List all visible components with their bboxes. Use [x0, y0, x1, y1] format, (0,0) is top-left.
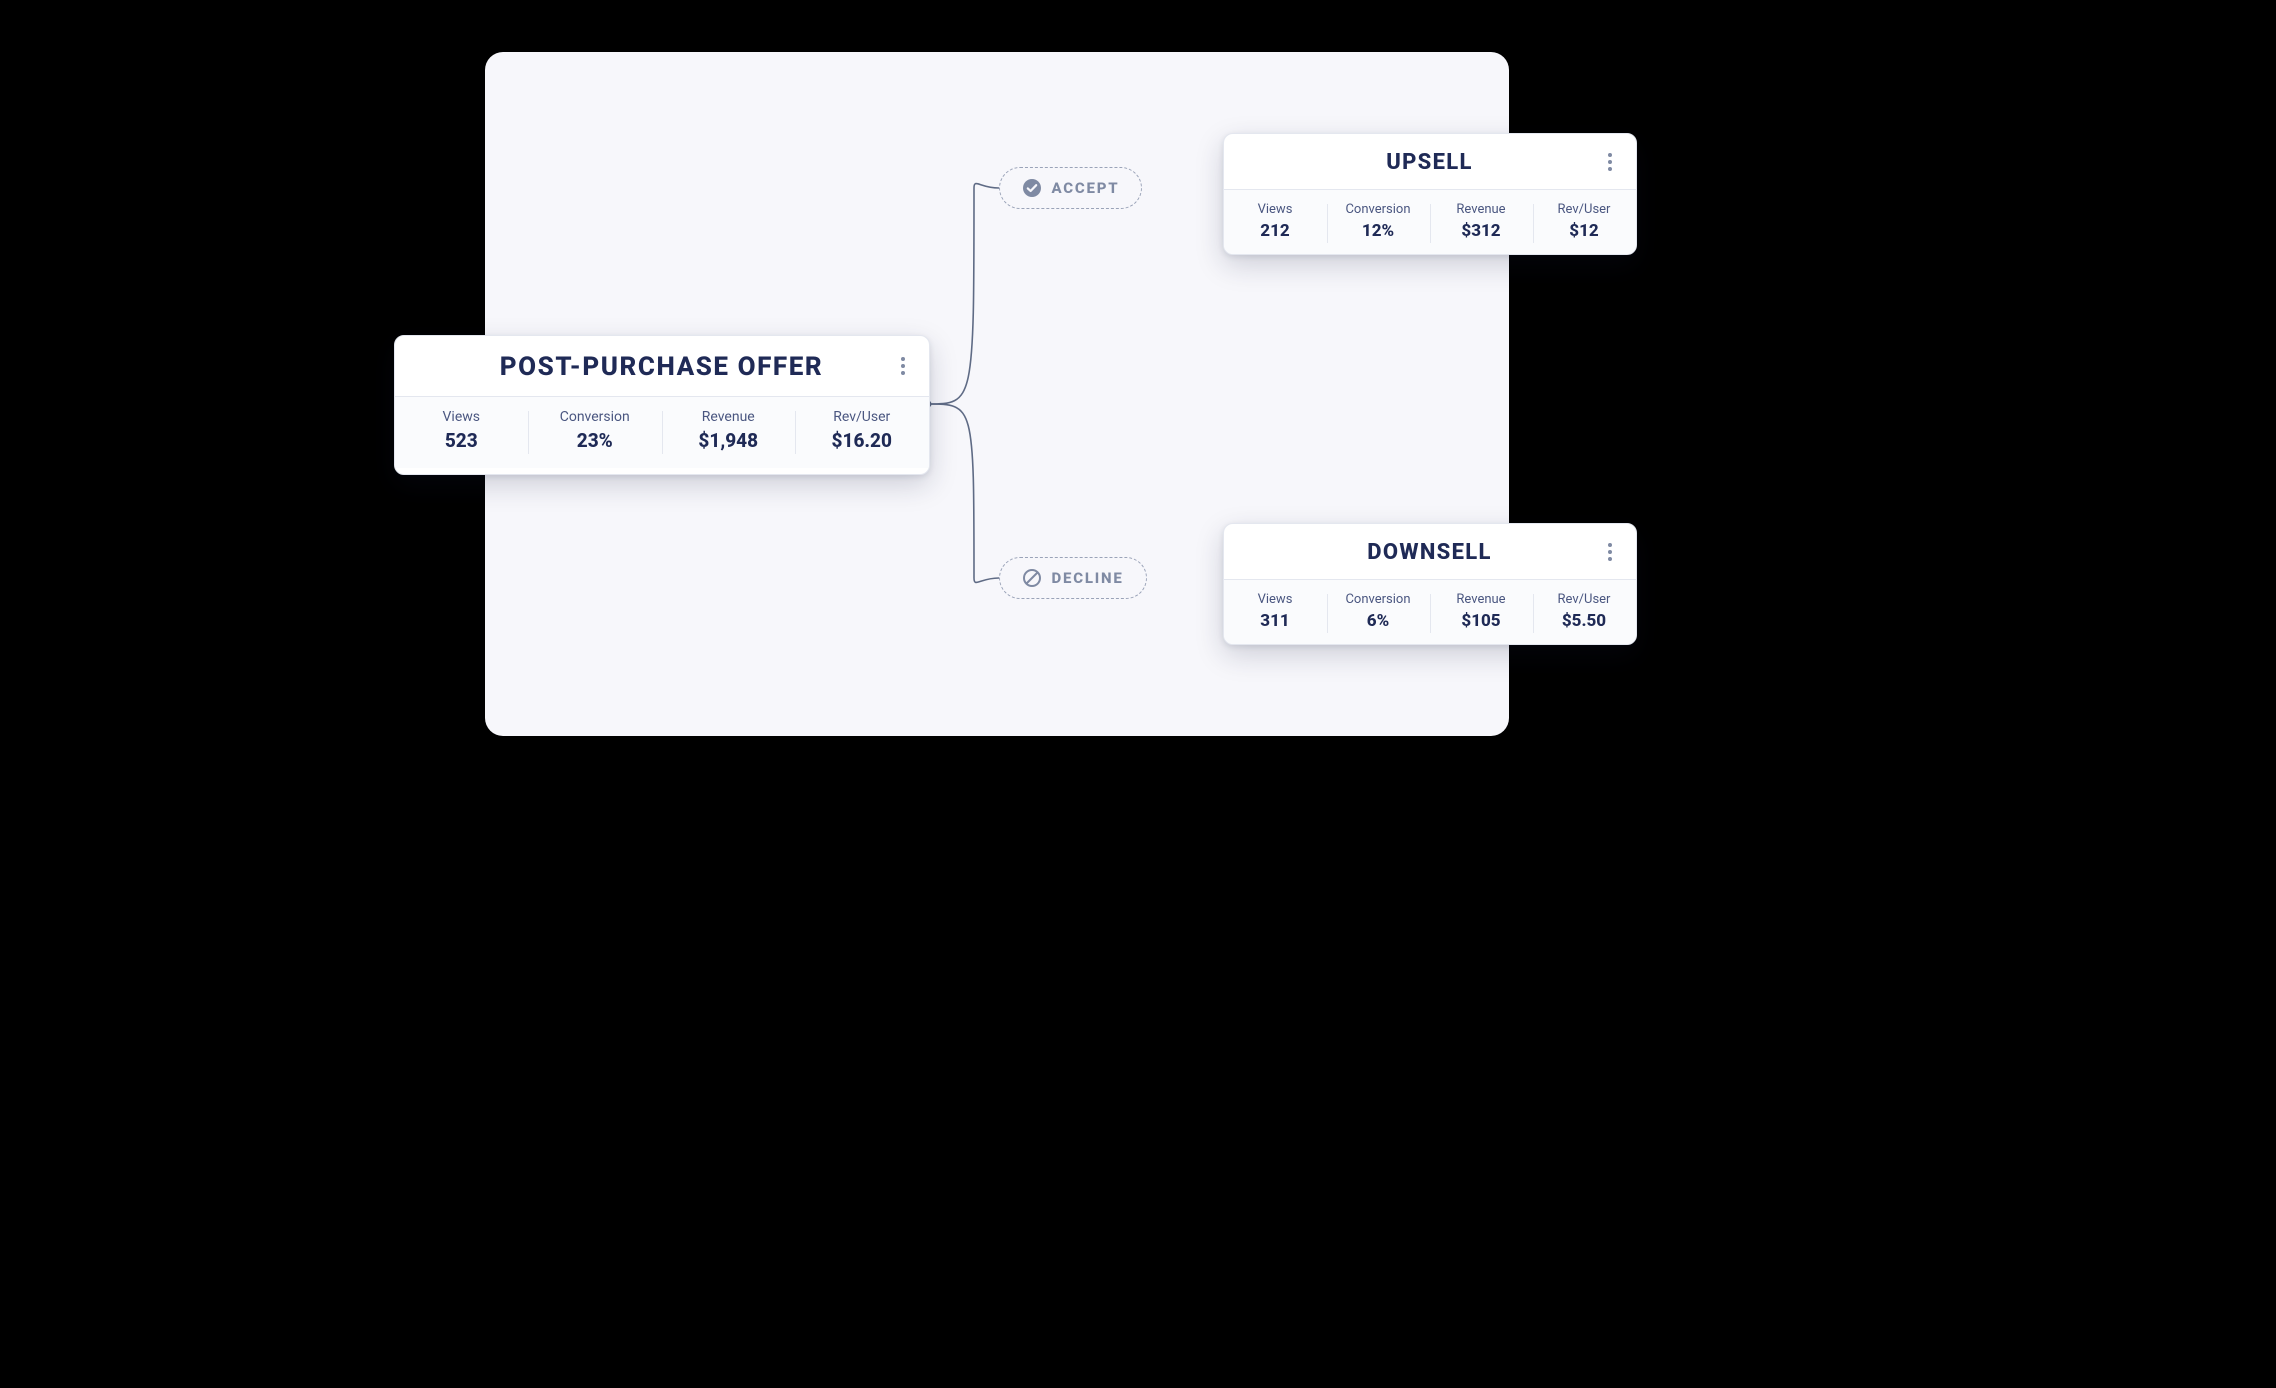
- branch-pill-decline[interactable]: DECLINE: [999, 557, 1147, 599]
- stat-revenue: Revenue $1,948: [662, 397, 796, 468]
- stat-label: Views: [1232, 592, 1319, 607]
- stat-revenue: Revenue $312: [1430, 190, 1533, 255]
- more-vertical-icon: [901, 356, 905, 377]
- stat-value: $105: [1438, 611, 1525, 631]
- diagram-stage: POST-PURCHASE OFFER Views 523 Conversion…: [380, 0, 1897, 925]
- ban-icon: [1022, 568, 1042, 588]
- stat-rev-per-user: Rev/User $16.20: [795, 397, 929, 468]
- stat-value: 12%: [1335, 221, 1422, 241]
- stat-label: Revenue: [1438, 592, 1525, 607]
- stat-value: $1,948: [670, 429, 788, 452]
- stat-rev-per-user: Rev/User $12: [1533, 190, 1636, 255]
- card-header: POST-PURCHASE OFFER: [395, 336, 929, 397]
- stat-value: $5.50: [1541, 611, 1628, 631]
- more-menu-button[interactable]: [1596, 148, 1624, 176]
- pill-label: DECLINE: [1052, 569, 1124, 587]
- stat-conversion: Conversion 23%: [528, 397, 662, 468]
- more-menu-button[interactable]: [1596, 538, 1624, 566]
- stat-label: Conversion: [1335, 592, 1422, 607]
- stat-label: Revenue: [670, 409, 788, 425]
- stat-value: 311: [1232, 611, 1319, 631]
- more-vertical-icon: [1608, 151, 1612, 172]
- card-title: DOWNSELL: [1367, 540, 1492, 565]
- branch-pill-accept[interactable]: ACCEPT: [999, 167, 1143, 209]
- stat-value: $16.20: [803, 429, 921, 452]
- card-title: UPSELL: [1386, 150, 1473, 175]
- offer-card-upsell[interactable]: UPSELL Views 212 Conversion 12% Revenue …: [1223, 133, 1637, 255]
- stat-conversion: Conversion 12%: [1327, 190, 1430, 255]
- stat-rev-per-user: Rev/User $5.50: [1533, 580, 1636, 645]
- card-header: UPSELL: [1224, 134, 1636, 190]
- stat-revenue: Revenue $105: [1430, 580, 1533, 645]
- stat-label: Revenue: [1438, 202, 1525, 217]
- stat-views: Views 523: [395, 397, 529, 468]
- stat-label: Conversion: [1335, 202, 1422, 217]
- stat-label: Rev/User: [803, 409, 921, 425]
- card-header: DOWNSELL: [1224, 524, 1636, 580]
- stat-conversion: Conversion 6%: [1327, 580, 1430, 645]
- stat-label: Conversion: [536, 409, 654, 425]
- stat-value: $312: [1438, 221, 1525, 241]
- card-stats: Views 311 Conversion 6% Revenue $105 Rev…: [1224, 580, 1636, 645]
- stat-value: 212: [1232, 221, 1319, 241]
- offer-card-downsell[interactable]: DOWNSELL Views 311 Conversion 6% Revenue…: [1223, 523, 1637, 645]
- stat-label: Rev/User: [1541, 592, 1628, 607]
- more-vertical-icon: [1608, 541, 1612, 562]
- stat-label: Rev/User: [1541, 202, 1628, 217]
- stat-views: Views 311: [1224, 580, 1327, 645]
- card-stats: Views 212 Conversion 12% Revenue $312 Re…: [1224, 190, 1636, 255]
- pill-label: ACCEPT: [1052, 179, 1120, 197]
- stat-label: Views: [403, 409, 521, 425]
- stat-label: Views: [1232, 202, 1319, 217]
- more-menu-button[interactable]: [889, 352, 917, 380]
- check-circle-icon: [1022, 178, 1042, 198]
- card-title: POST-PURCHASE OFFER: [500, 352, 823, 382]
- stat-value: 523: [403, 429, 521, 452]
- offer-card-post-purchase[interactable]: POST-PURCHASE OFFER Views 523 Conversion…: [394, 335, 930, 475]
- stat-value: 6%: [1335, 611, 1422, 631]
- stat-value: $12: [1541, 221, 1628, 241]
- stat-value: 23%: [536, 429, 654, 452]
- card-stats: Views 523 Conversion 23% Revenue $1,948 …: [395, 397, 929, 468]
- stat-views: Views 212: [1224, 190, 1327, 255]
